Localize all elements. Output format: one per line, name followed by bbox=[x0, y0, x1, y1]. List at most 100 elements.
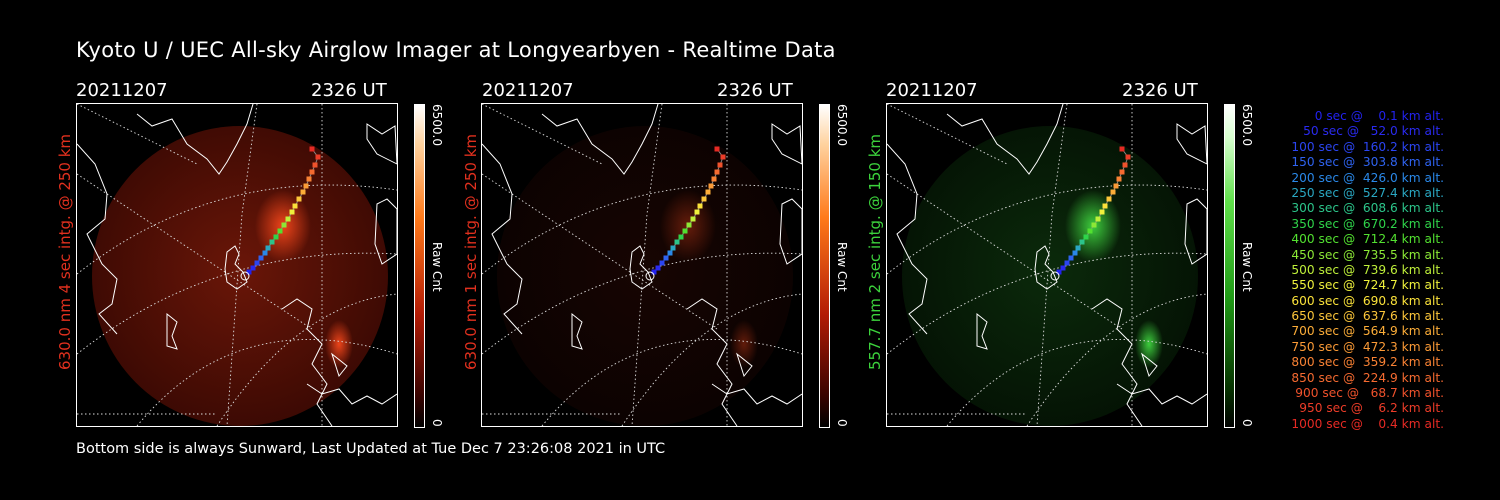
track-point bbox=[289, 209, 295, 215]
legend-row: 50 sec @ 52.0 km alt. bbox=[1303, 124, 1444, 139]
coastline-map bbox=[887, 104, 1207, 426]
panel-1-date: 20211207 bbox=[76, 80, 168, 101]
legend-row: 0 sec @ 0.1 km alt. bbox=[1314, 109, 1444, 123]
track-point bbox=[258, 255, 264, 261]
panel-2-colorbar-min: 0 bbox=[835, 419, 849, 427]
panel-3-colorbar-max: 6500.0 bbox=[1240, 104, 1254, 146]
track-point bbox=[300, 189, 306, 195]
track-point bbox=[277, 228, 283, 234]
sky-disc bbox=[92, 126, 388, 426]
track-point bbox=[309, 146, 315, 152]
track-point bbox=[659, 260, 665, 266]
track-point bbox=[701, 196, 707, 202]
track-point bbox=[1095, 216, 1101, 222]
track-point bbox=[281, 222, 287, 228]
geo-grid bbox=[887, 104, 1207, 426]
track-point bbox=[694, 209, 700, 215]
track-point bbox=[667, 250, 673, 256]
legend-row: 850 sec @ 224.9 km alt. bbox=[1291, 370, 1444, 385]
track-point bbox=[1060, 265, 1066, 271]
track-point bbox=[705, 189, 711, 195]
track-point bbox=[1072, 250, 1078, 256]
legend-row: 950 sec @ 6.2 km alt. bbox=[1299, 401, 1444, 416]
track-point bbox=[262, 250, 268, 256]
track-point bbox=[1119, 169, 1125, 175]
track-point bbox=[670, 245, 676, 251]
panel-1-wavelength-label: 630.0 nm 4 sec intg. @ 250 km bbox=[56, 133, 74, 370]
panel-2-time: 2326 UT bbox=[717, 80, 793, 101]
panel-3-time: 2326 UT bbox=[1122, 80, 1198, 101]
panel-2-colorbar-unit: Raw Cnt bbox=[835, 242, 849, 292]
legend-row: 550 sec @ 724.7 km alt. bbox=[1291, 278, 1444, 293]
track-point bbox=[1113, 183, 1119, 189]
panel-1-colorbar-max: 6500.0 bbox=[430, 104, 444, 146]
legend-row: 150 sec @ 303.8 km alt. bbox=[1291, 155, 1444, 170]
station-marker bbox=[645, 271, 655, 281]
track-point bbox=[1064, 260, 1070, 266]
track-point bbox=[674, 239, 680, 245]
track-point bbox=[1106, 196, 1112, 202]
legend-row: 1000 sec @ 0.4 km alt. bbox=[1291, 416, 1444, 431]
panel-1-colorbar-min: 0 bbox=[430, 419, 444, 427]
panel-3-colorbar bbox=[1224, 104, 1235, 428]
panel-2-allsky-image bbox=[481, 103, 803, 427]
track-point bbox=[686, 222, 692, 228]
track-point bbox=[265, 245, 271, 251]
track-point bbox=[651, 269, 657, 275]
track-point bbox=[1068, 255, 1074, 261]
track-point bbox=[269, 239, 275, 245]
sky-disc bbox=[497, 126, 793, 426]
track-point bbox=[309, 169, 315, 175]
panel-2-colorbar bbox=[819, 104, 830, 428]
track-point bbox=[296, 196, 302, 202]
panel-3-date: 20211207 bbox=[886, 80, 978, 101]
track-point bbox=[246, 269, 252, 275]
legend-row: 500 sec @ 739.6 km alt. bbox=[1291, 262, 1444, 277]
panel-1-allsky-image bbox=[76, 103, 398, 427]
legend-row: 200 sec @ 426.0 km alt. bbox=[1291, 170, 1444, 185]
track-point bbox=[690, 216, 696, 222]
track-point bbox=[273, 234, 279, 240]
legend-row: 400 sec @ 712.4 km alt. bbox=[1291, 232, 1444, 247]
track-point bbox=[1119, 146, 1125, 152]
panel-2-colorbar-max: 6500.0 bbox=[835, 104, 849, 146]
legend-row: 600 sec @ 690.8 km alt. bbox=[1291, 293, 1444, 308]
altitude-time-legend: 0 sec @ 0.1 km alt. 50 sec @ 52.0 km alt.… bbox=[1262, 109, 1444, 432]
panel-1-time: 2326 UT bbox=[311, 80, 387, 101]
track-point bbox=[711, 176, 717, 182]
panel-1-colorbar bbox=[414, 104, 425, 428]
panel-1-colorbar-unit: Raw Cnt bbox=[430, 242, 444, 292]
panel-3-wavelength-label: 557.7 nm 2 sec intg. @ 150 km bbox=[866, 133, 884, 370]
page-title: Kyoto U / UEC All-sky Airglow Imager at … bbox=[76, 38, 836, 62]
track-point bbox=[285, 216, 291, 222]
track-point bbox=[655, 265, 661, 271]
sky-disc bbox=[902, 126, 1198, 426]
track-point bbox=[1116, 176, 1122, 182]
track-point bbox=[678, 234, 684, 240]
legend-row: 700 sec @ 564.9 km alt. bbox=[1291, 324, 1444, 339]
track-point bbox=[1087, 228, 1093, 234]
panel-2-date: 20211207 bbox=[482, 80, 574, 101]
track-point bbox=[663, 255, 669, 261]
footer-note: Bottom side is always Sunward, Last Upda… bbox=[76, 441, 666, 457]
legend-row: 250 sec @ 527.4 km alt. bbox=[1291, 185, 1444, 200]
legend-row: 750 sec @ 472.3 km alt. bbox=[1291, 339, 1444, 354]
track-point bbox=[1056, 269, 1062, 275]
track-point bbox=[697, 203, 703, 209]
satellite-track bbox=[1056, 146, 1131, 275]
track-point bbox=[714, 146, 720, 152]
legend-row: 800 sec @ 359.2 km alt. bbox=[1291, 355, 1444, 370]
track-point bbox=[708, 183, 714, 189]
coastline-map bbox=[482, 104, 802, 426]
track-point bbox=[250, 265, 256, 271]
track-point bbox=[303, 183, 309, 189]
track-point bbox=[1083, 234, 1089, 240]
track-point bbox=[714, 169, 720, 175]
track-point bbox=[682, 228, 688, 234]
station-marker bbox=[1050, 271, 1060, 281]
track-point bbox=[1125, 154, 1131, 160]
track-point bbox=[306, 176, 312, 182]
track-point bbox=[312, 162, 318, 168]
track-point bbox=[1099, 209, 1105, 215]
satellite-track bbox=[246, 146, 321, 275]
